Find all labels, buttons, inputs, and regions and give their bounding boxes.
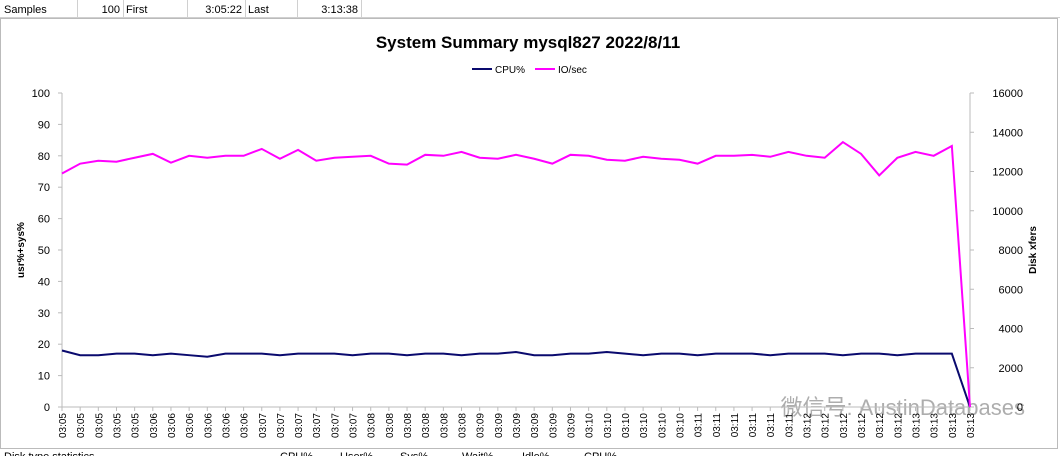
x-tick-label: 03:09 [530,413,541,438]
y-tick-label: 100 [32,88,50,100]
x-tick-label: 03:07 [312,413,323,438]
x-tick-label: 03:06 [185,413,196,438]
x-tick-label: 03:13 [966,413,977,438]
x-tick-label: 03:08 [458,413,469,438]
x-tick-label: 03:07 [294,413,305,438]
x-tick-label: 03:07 [276,413,287,438]
cell-text: CPU% [280,451,313,456]
x-tick-label: 03:13 [948,413,959,438]
y-tick-label: 60 [38,214,50,226]
x-tick-label: 03:08 [403,413,414,438]
x-tick-label: 03:13 [912,413,923,438]
x-tick-label: 03:13 [930,413,941,438]
x-tick-label: 03:08 [367,413,378,438]
x-tick-label: 03:12 [839,413,850,438]
x-tick-label: 03:08 [385,413,396,438]
y-tick-label: 10 [38,371,50,383]
y-tick-label: 40 [38,276,50,288]
y2-tick-label: 14000 [992,127,1023,139]
cell-text: User% [340,451,373,456]
x-tick-label: 03:12 [803,413,814,438]
y2-axis-label: Disk xfers [1028,226,1039,274]
y2-tick-label: 16000 [992,88,1023,100]
series-line [61,140,971,408]
x-tick-label: 03:05 [94,413,105,438]
x-tick-label: 03:06 [221,413,232,438]
x-tick-label: 03:12 [857,413,868,438]
x-tick-label: 03:05 [58,413,69,438]
cell-text: Disk type statistics [4,451,95,456]
y2-tick-label: 2000 [999,363,1023,375]
chart-title: System Summary mysql827 2022/8/11 [376,33,680,52]
cell-text: First [126,4,147,16]
x-tick-label: 03:12 [893,413,904,438]
x-tick-label: 03:09 [548,413,559,438]
y-tick-label: 30 [38,308,50,320]
x-tick-label: 03:06 [167,413,178,438]
x-tick-label: 03:08 [439,413,450,438]
cell-text: 3:05:22 [205,4,242,16]
x-tick-label: 03:06 [240,413,251,438]
x-tick-label: 03:10 [639,413,650,438]
y-tick-label: 80 [38,151,50,163]
cell-text: 3:13:38 [321,4,358,16]
cell-text: Sys% [400,451,428,456]
y-tick-label: 0 [44,402,50,414]
y2-tick-label: 10000 [992,206,1023,218]
x-tick-label: 03:12 [821,413,832,438]
y-tick-label: 90 [38,119,50,131]
x-tick-label: 03:06 [149,413,160,438]
x-tick-label: 03:09 [512,413,523,438]
y2-tick-label: 8000 [999,245,1023,257]
legend-label: CPU% [495,65,525,76]
y2-tick-label: 4000 [999,324,1023,336]
x-tick-label: 03:09 [476,413,487,438]
x-tick-label: 03:12 [875,413,886,438]
y-axis-label: usr%+sys% [16,222,27,278]
x-tick-label: 03:10 [603,413,614,438]
legend-label: IO/sec [558,65,587,76]
x-tick-label: 03:11 [730,413,741,438]
x-tick-label: 03:10 [585,413,596,438]
cell-text: Samples [4,4,47,16]
x-tick-label: 03:10 [657,413,668,438]
x-tick-label: 03:06 [203,413,214,438]
x-tick-label: 03:10 [621,413,632,438]
series-line [61,349,971,408]
x-tick-label: 03:11 [748,413,759,438]
cell-text: Wait% [462,451,494,456]
cell-text: Idle% [522,451,550,456]
x-tick-label: 03:10 [675,413,686,438]
y-tick-label: 70 [38,182,50,194]
x-tick-label: 03:11 [784,413,795,438]
y2-tick-label: 12000 [992,167,1023,179]
x-tick-label: 03:07 [258,413,269,438]
y-tick-label: 50 [38,245,50,257]
x-tick-label: 03:11 [712,413,723,438]
y2-tick-label: 6000 [999,284,1023,296]
x-tick-label: 03:05 [76,413,87,438]
x-tick-label: 03:07 [349,413,360,438]
y2-tick-label: 0 [1017,402,1023,414]
cell-text: 100 [102,4,120,16]
cell-text: Last [248,4,269,16]
x-tick-label: 03:08 [421,413,432,438]
y-tick-label: 20 [38,339,50,351]
chart-frame [0,18,1058,449]
x-tick-label: 03:11 [766,413,777,438]
x-tick-label: 03:09 [566,413,577,438]
x-tick-label: 03:09 [494,413,505,438]
x-tick-label: 03:07 [330,413,341,438]
x-tick-label: 03:11 [694,413,705,438]
x-tick-label: 03:05 [131,413,142,438]
x-tick-label: 03:05 [112,413,123,438]
cell-text: CPU% [584,451,617,456]
